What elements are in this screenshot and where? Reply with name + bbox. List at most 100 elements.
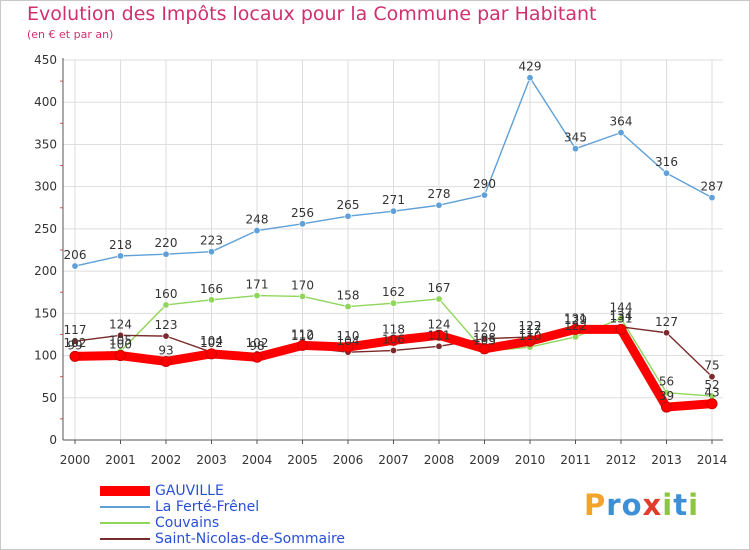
logo-letter: P [584,488,607,522]
y-tick-label: 150 [34,306,57,320]
data-label: 112 [291,327,314,341]
data-point-gauville [706,398,718,410]
y-tick-label: 400 [34,95,57,109]
data-point-couvains [162,301,170,309]
data-point-couvains [344,303,352,311]
x-tick-label: 2011 [560,453,591,467]
data-point-la-ferte-frenel [117,252,125,260]
y-tick-label: 100 [34,349,57,363]
data-label: 129 [564,313,587,327]
x-tick-label: 2013 [651,453,682,467]
data-label: 124 [109,317,132,331]
chart-title: Evolution des Impôts locaux pour la Comm… [27,3,597,25]
logo-letter: t [673,488,689,522]
data-label: 218 [109,238,132,252]
data-label: 171 [246,278,269,292]
x-tick-label: 2008 [424,453,455,467]
data-point-saint-nicolas-de-sommaire [389,346,397,354]
data-point-couvains [389,299,397,307]
data-point-gauville [251,351,263,363]
data-point-la-ferte-frenel [71,262,79,270]
x-tick-label: 2012 [606,453,637,467]
data-label: 166 [200,282,223,296]
logo-letter: i [662,488,674,522]
data-point-la-ferte-frenel [298,220,306,228]
legend-swatch-saint-nicolas-de-sommaire [100,538,150,540]
data-label: 52 [704,378,719,392]
data-point-saint-nicolas-de-sommaire [162,332,170,340]
data-label: 117 [519,323,542,337]
data-point-saint-nicolas-de-sommaire [480,335,488,343]
data-label: 429 [519,60,542,74]
data-label: 56 [659,375,674,389]
x-tick-label: 2009 [469,453,500,467]
data-point-la-ferte-frenel [208,248,216,256]
grid-lines [63,59,723,440]
data-labels-group: 206 218 220 223 248 256 265 271 278 290 429 345 364 3… [64,60,724,403]
data-label: 106 [382,332,405,346]
data-label: 43 [704,386,719,400]
data-label: 122 [564,319,587,333]
x-tick-label: 2002 [151,453,182,467]
data-point-la-ferte-frenel [662,169,670,177]
data-label: 248 [246,213,269,227]
data-label: 134 [610,309,633,323]
data-label: 99 [67,338,82,352]
y-tick-label: 50 [42,391,57,405]
legend-label-couvains: Couvains [155,515,220,531]
y-tick-label: 450 [34,53,57,67]
data-point-gauville [661,401,672,413]
data-label: 265 [337,198,360,212]
data-point-saint-nicolas-de-sommaire [117,331,125,339]
data-point-saint-nicolas-de-sommaire [71,337,79,345]
data-point-gauville [69,350,81,362]
y-tick-label: 300 [34,180,57,194]
data-point-couvains [617,314,625,322]
legend-swatch-gauville [100,486,150,496]
data-point-couvains [253,292,261,300]
data-label: 290 [473,177,496,191]
data-point-la-ferte-frenel [253,227,261,235]
data-point-la-ferte-frenel [526,74,534,82]
data-label: 75 [704,359,719,373]
legend-label-la-ferte-frenel: La Ferté-Frênel [155,499,260,515]
x-tick-label: 2010 [515,453,546,467]
data-label: 256 [291,206,314,220]
data-label: 122 [519,319,542,333]
data-point-saint-nicolas-de-sommaire [435,342,443,350]
data-label: 111 [428,328,451,342]
data-label: 131 [610,311,633,325]
data-label: 105 [109,333,132,347]
data-label: 271 [382,193,405,207]
data-label: 120 [473,321,496,335]
data-label: 102 [64,336,87,350]
data-point-gauville [479,343,490,355]
x-tick-label: 2000 [60,453,91,467]
data-label: 287 [701,180,724,194]
axes: 0 50 100 150 200 250 300 350 400 450 2000 2001 2002 2… [34,53,727,467]
data-label: 167 [428,281,451,295]
data-label: 160 [155,287,178,301]
data-point-gauville [524,335,536,347]
data-point-la-ferte-frenel [617,129,625,137]
data-label: 110 [291,329,314,343]
data-point-la-ferte-frenel [389,207,397,215]
data-label: 345 [564,131,587,145]
data-label: 220 [155,236,178,250]
data-label: 278 [428,187,451,201]
proxiti-logo: Proxiti [584,488,699,522]
data-label: 364 [610,115,633,129]
logo-letter: i [688,488,700,522]
data-label: 110 [519,329,542,343]
data-label: 144 [610,300,633,314]
legend-label-saint-nicolas-de-sommaire: Saint-Nicolas-de-Sommaire [155,531,346,547]
data-label: 110 [337,329,360,343]
logo-letter: r [606,488,622,522]
data-label: 104 [200,334,223,348]
data-point-la-ferte-frenel [435,201,443,209]
data-label: 105 [473,333,496,347]
data-point-gauville [388,334,399,346]
data-point-gauville [115,350,126,362]
data-point-la-ferte-frenel [480,191,488,199]
